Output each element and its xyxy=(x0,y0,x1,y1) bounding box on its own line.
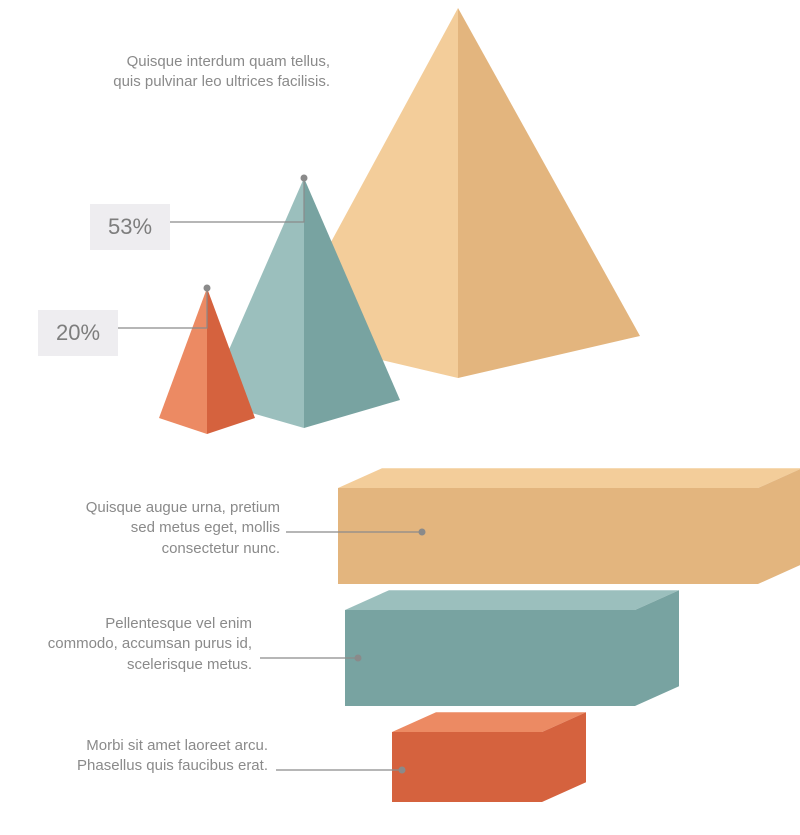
bar-large-orange-top xyxy=(338,468,800,488)
bar-medium-teal-top xyxy=(345,590,679,610)
badge-53: 53% xyxy=(90,204,170,250)
badge-20: 20% xyxy=(38,310,118,356)
infographic-canvas xyxy=(0,0,800,835)
pyramid-caption: Quisque interdum quam tellus, quis pulvi… xyxy=(100,52,330,93)
pyramid-large-orange-right xyxy=(458,8,640,378)
bar-medium-teal-front xyxy=(345,610,635,706)
bar-large-orange-front xyxy=(338,488,758,584)
bar-small-red-front xyxy=(392,732,542,802)
bar-label-red: Morbi sit amet laoreet arcu. Phasellus q… xyxy=(58,736,268,777)
bar-large-orange-side xyxy=(758,468,800,584)
bar-medium-teal-side xyxy=(635,590,679,706)
pyramid-small-red-left xyxy=(159,288,207,434)
bar-label-teal: Pellentesque vel enim commodo, accumsan … xyxy=(42,614,252,675)
bar-label-orange: Quisque augue urna, pretium sed metus eg… xyxy=(80,498,280,559)
